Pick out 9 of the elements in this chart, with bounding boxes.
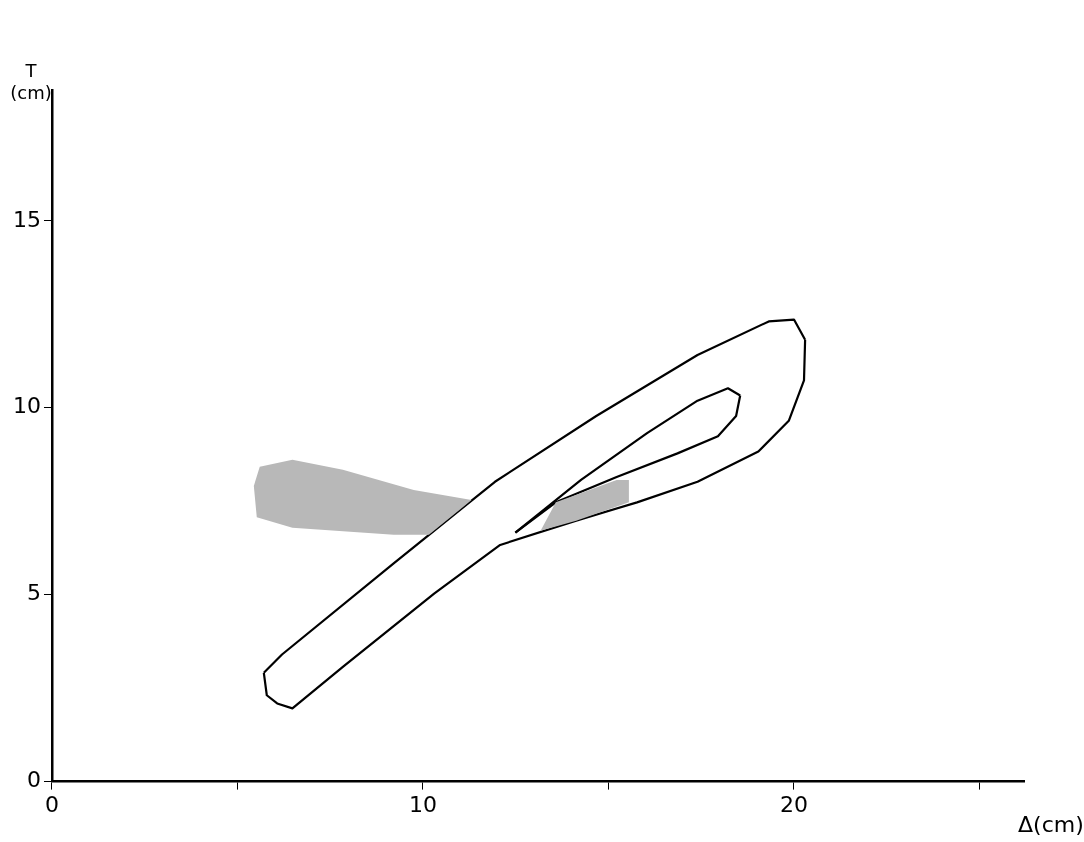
- x-tick-label: 20: [779, 791, 808, 817]
- y-tick-label: 10: [12, 393, 41, 419]
- y-tick-label: 5: [26, 580, 41, 606]
- y-tick-label: 0: [26, 767, 41, 793]
- x-tick-label: 10: [408, 791, 437, 817]
- y-axis-title: T (cm): [9, 60, 53, 104]
- x-axis-title: Δ(cm): [1018, 812, 1084, 837]
- y-tick-label: 15: [12, 206, 41, 232]
- x-tick-label: 0: [44, 791, 59, 817]
